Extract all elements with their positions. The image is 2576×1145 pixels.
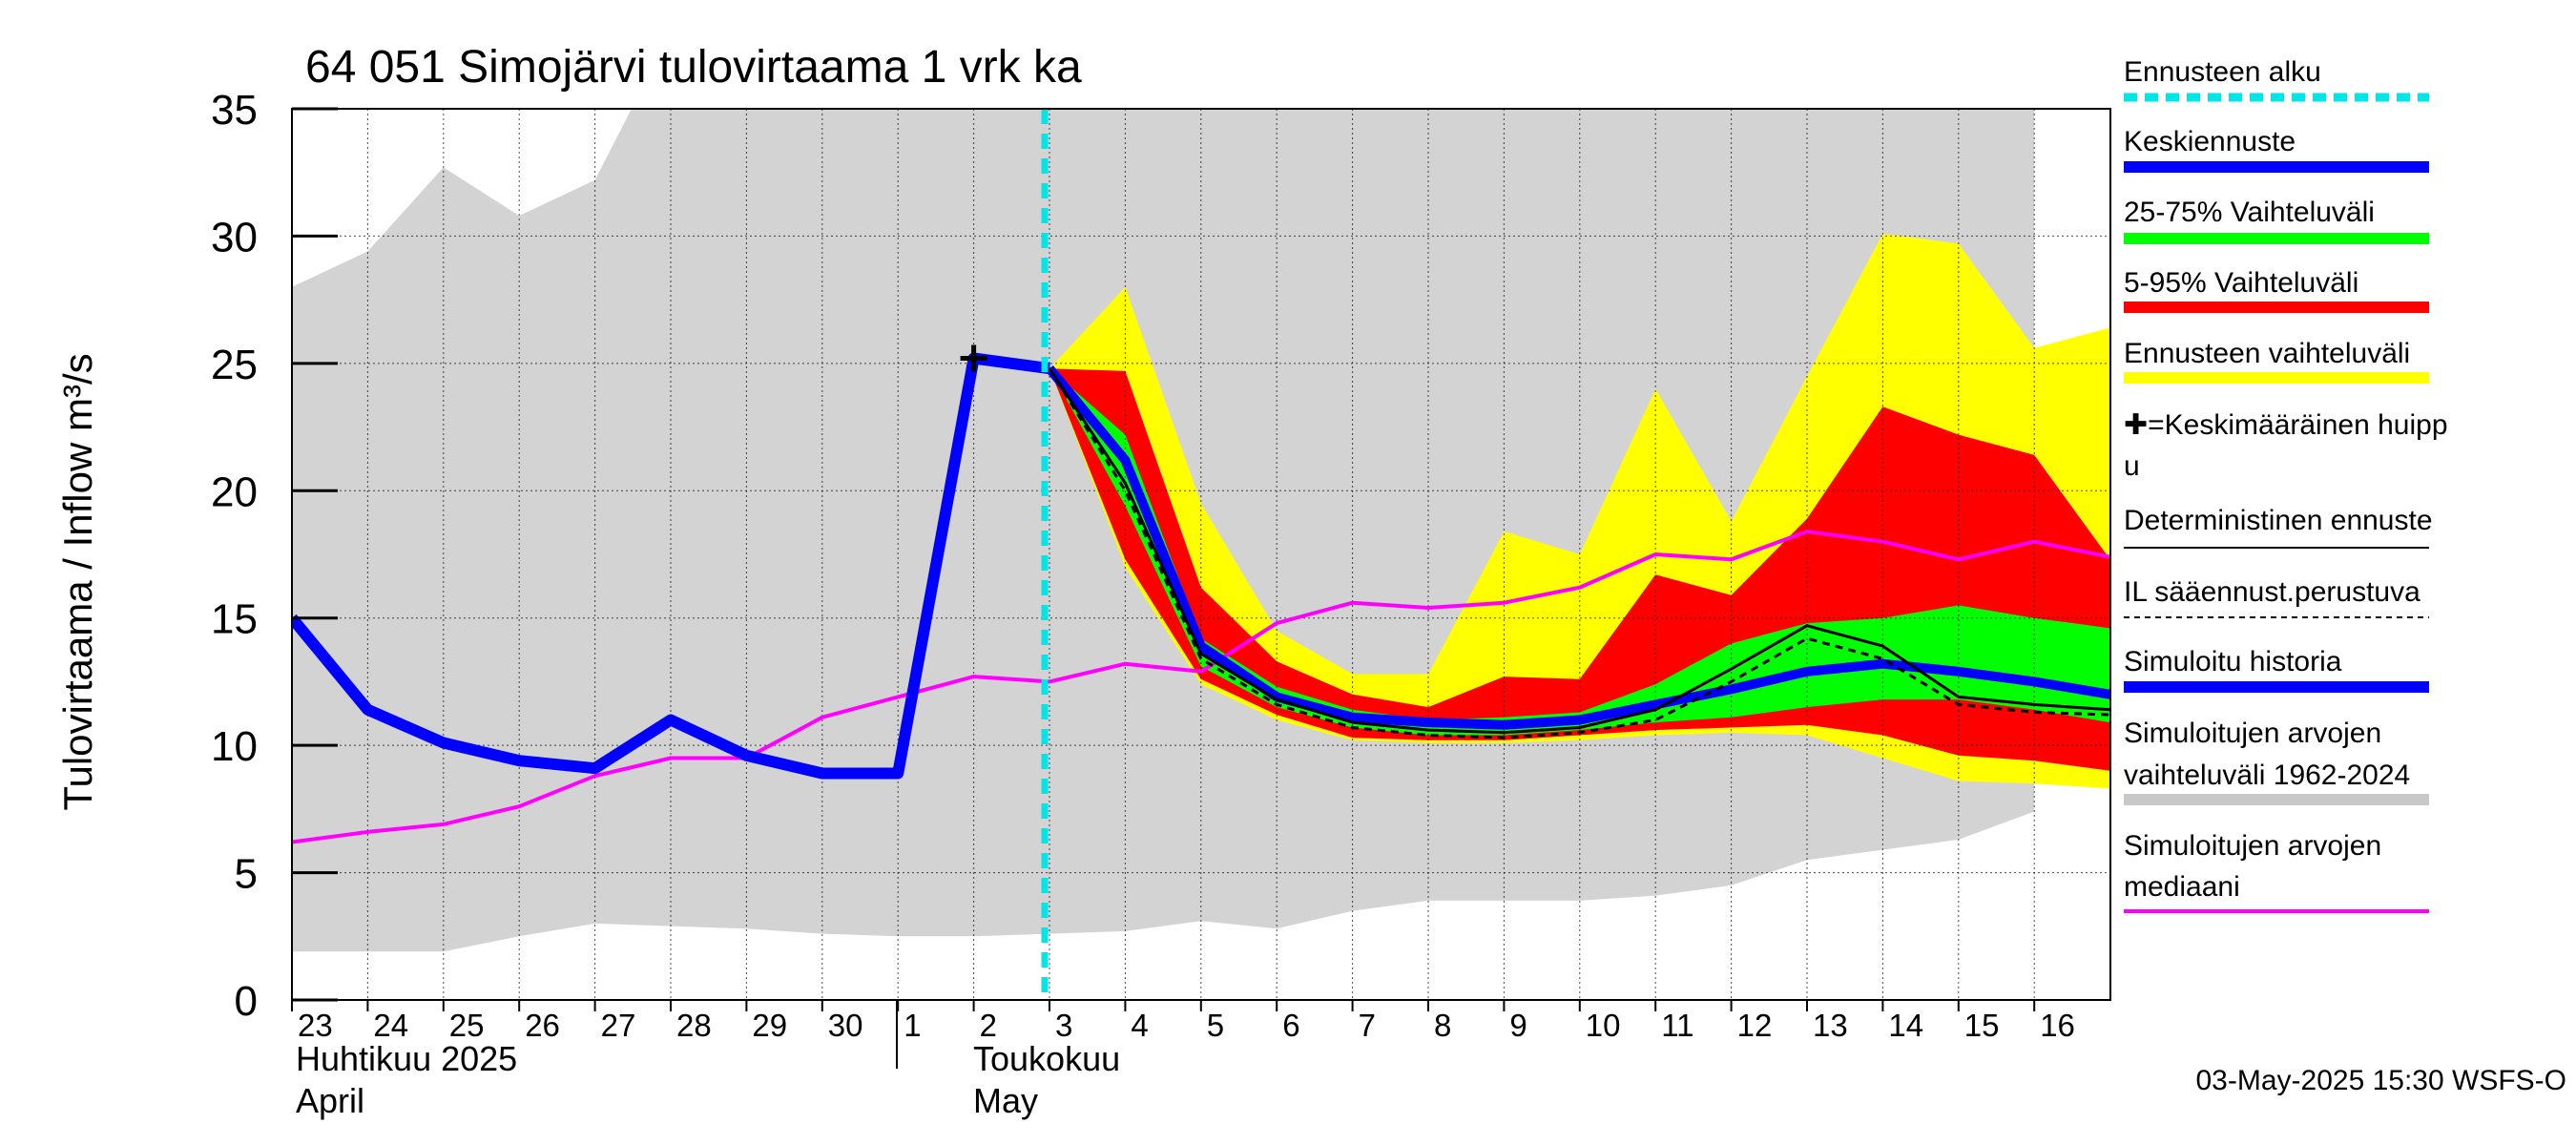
legend-label-line2: u — [2124, 450, 2140, 482]
y-tick-label: 20 — [211, 468, 258, 515]
x-tick-label: 9 — [1509, 1008, 1527, 1043]
chart-title: 64 051 Simojärvi tulovirtaama 1 vrk ka — [305, 42, 1082, 93]
legend-label: Simuloitujen arvojen — [2124, 830, 2381, 862]
median-line — [292, 530, 2110, 844]
mean-forecast-line — [1046, 365, 2110, 730]
y-axis-label: Tulovirtaama / Inflow m³/s — [55, 353, 100, 810]
x-tick-label: 3 — [1055, 1008, 1072, 1043]
legend-label: Ennusteen alku — [2124, 56, 2321, 88]
x-tick-label: 5 — [1207, 1008, 1224, 1043]
y-axis-ticks: 0 5 10 15 20 25 30 35 — [211, 87, 338, 1025]
legend-label-line2: vaihteluväli 1962-2024 — [2124, 760, 2410, 791]
x-tick-label: 14 — [1888, 1008, 1923, 1043]
simulated-history-line — [292, 352, 1050, 780]
legend-label-line2: mediaani — [2124, 871, 2240, 903]
legend-label: 25-75% Vaihteluväli — [2124, 197, 2375, 228]
x-tick-label: 15 — [1964, 1008, 2000, 1043]
x-tick-label: 8 — [1434, 1008, 1451, 1043]
x-tick-label: 7 — [1359, 1008, 1376, 1043]
y-tick-label: 5 — [235, 851, 258, 898]
x-tick-label: 11 — [1661, 1008, 1693, 1043]
legend-label: ✚=Keskimääräinen huipp — [2124, 409, 2448, 441]
x-tick-label: 16 — [2040, 1008, 2075, 1043]
legend-label: 5-95% Vaihteluväli — [2124, 267, 2358, 299]
plot-area — [292, 109, 2110, 1000]
month-label-april-fi: Huhtikuu 2025 — [296, 1039, 517, 1078]
x-tick-label: 26 — [525, 1008, 560, 1043]
footer-timestamp: 03-May-2025 15:30 WSFS-O — [2196, 1065, 2567, 1096]
x-tick-label: 30 — [828, 1008, 863, 1043]
legend-label: IL sääennust.perustuva — [2124, 576, 2420, 608]
deterministic-forecast-line — [1048, 367, 2110, 735]
legend: Ennusteen alku Keskiennuste 25-75% Vaihtel… — [2124, 56, 2448, 913]
grid-lines — [292, 109, 2110, 1000]
x-tick-label: 10 — [1586, 1008, 1621, 1043]
y-tick-label: 0 — [235, 978, 258, 1025]
x-tick-label: 29 — [752, 1008, 787, 1043]
month-label-april-en: April — [296, 1081, 364, 1120]
month-label-may-en: May — [973, 1081, 1038, 1120]
x-tick-label: 2 — [980, 1008, 997, 1043]
y-tick-label: 15 — [211, 596, 258, 643]
y-tick-label: 25 — [211, 342, 258, 388]
legend-label: Simuloitujen arvojen — [2124, 718, 2381, 749]
weather-based-forecast-line — [1048, 367, 2110, 739]
x-tick-label: 1 — [904, 1008, 921, 1043]
mean-peak-marker — [960, 344, 987, 372]
legend-label: Simuloitu historia — [2124, 646, 2342, 677]
x-tick-label: 13 — [1813, 1008, 1848, 1043]
y-tick-label: 10 — [211, 723, 258, 770]
x-tick-label: 27 — [601, 1008, 636, 1043]
y-tick-label: 35 — [211, 87, 258, 134]
x-tick-label: 24 — [373, 1008, 408, 1043]
legend-label: Keskiennuste — [2124, 126, 2296, 157]
legend-label: Deterministinen ennuste — [2124, 505, 2433, 536]
x-axis-ticks: 23 24 25 26 27 28 29 30 1 2 3 4 5 6 7 8 9 10 11 12 13 14 15 16 — [291, 1000, 2075, 1043]
x-tick-label: 12 — [1737, 1008, 1773, 1043]
x-tick-label: 28 — [676, 1008, 712, 1043]
series-lines — [292, 109, 2110, 1000]
y-tick-label: 30 — [211, 214, 258, 260]
legend-label: Ennusteen vaihteluväli — [2124, 338, 2410, 369]
x-tick-label: 6 — [1282, 1008, 1299, 1043]
month-label-may-fi: Toukokuu — [973, 1039, 1120, 1078]
x-tick-label: 4 — [1131, 1008, 1148, 1043]
p25-p75-band — [1049, 368, 2110, 736]
x-tick-label: 25 — [449, 1008, 485, 1043]
x-tick-label: 23 — [298, 1008, 333, 1043]
